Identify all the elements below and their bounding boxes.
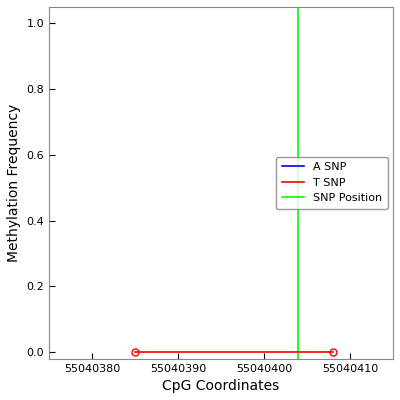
Legend: A SNP, T SNP, SNP Position: A SNP, T SNP, SNP Position — [276, 157, 388, 209]
Y-axis label: Methylation Frequency: Methylation Frequency — [7, 104, 21, 262]
X-axis label: CpG Coordinates: CpG Coordinates — [162, 379, 280, 393]
